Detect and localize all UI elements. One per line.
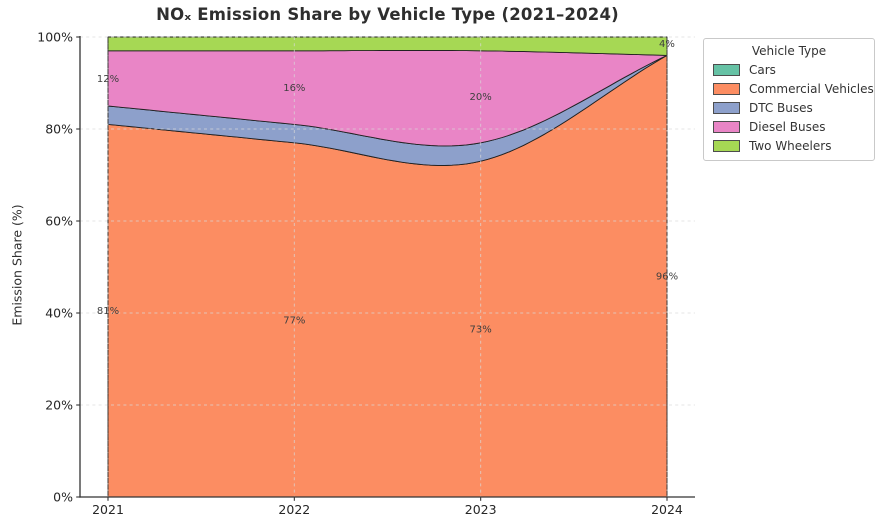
y-tick-label: 0% bbox=[53, 489, 73, 504]
y-tick-label: 60% bbox=[45, 213, 73, 228]
data-label: 81% bbox=[97, 306, 119, 317]
area-two-wheelers bbox=[107, 36, 668, 56]
legend-item-commercial-vehicles: Commercial Vehicles bbox=[713, 82, 874, 96]
x-tick-label: 2024 bbox=[651, 502, 683, 517]
legend-item-diesel-buses: Diesel Buses bbox=[713, 120, 865, 134]
legend-label: Two Wheelers bbox=[749, 139, 832, 153]
legend-swatch bbox=[713, 83, 740, 95]
legend-title: Vehicle Type bbox=[751, 44, 827, 58]
data-labels: 81% 12% 77% 16% 73% 20% 96% 4% bbox=[97, 39, 678, 336]
legend-label: DTC Buses bbox=[749, 101, 813, 115]
legend-label: Cars bbox=[749, 63, 776, 77]
axes-spines bbox=[79, 36, 695, 498]
y-axis-label: Emission Share (%) bbox=[9, 204, 25, 326]
legend-swatch bbox=[713, 121, 740, 133]
legend-items: Cars Commercial Vehicles DTC Buses Diesel B… bbox=[713, 63, 874, 153]
y-tick-label: 20% bbox=[45, 397, 73, 412]
area-bands bbox=[107, 36, 668, 498]
data-label: 77% bbox=[283, 315, 305, 326]
reference-lines bbox=[107, 37, 668, 497]
legend-item-cars: Cars bbox=[713, 63, 865, 77]
legend-swatch bbox=[713, 64, 740, 76]
y-tick-label: 100% bbox=[37, 29, 73, 44]
chart-title: NOₓ Emission Share by Vehicle Type (2021… bbox=[156, 5, 619, 24]
y-tick-label: 40% bbox=[45, 305, 73, 320]
tick-labels: 0% 20% 40% 60% 80% 100% 2021 2022 2023 2024 bbox=[37, 29, 683, 517]
data-label: 12% bbox=[97, 74, 119, 85]
x-tick-label: 2022 bbox=[278, 502, 310, 517]
x-tick-label: 2023 bbox=[465, 502, 497, 517]
legend-swatch bbox=[713, 140, 740, 152]
legend: Vehicle Type Cars Commercial Vehicles DTC … bbox=[703, 38, 875, 161]
legend-label: Commercial Vehicles bbox=[749, 82, 874, 96]
data-label: 20% bbox=[470, 92, 492, 103]
y-tick-label: 80% bbox=[45, 121, 73, 136]
data-label: 73% bbox=[470, 325, 492, 336]
legend-swatch bbox=[713, 102, 740, 114]
legend-label: Diesel Buses bbox=[749, 120, 826, 134]
data-label: 96% bbox=[656, 272, 678, 283]
x-tick-label: 2021 bbox=[92, 502, 124, 517]
legend-item-two-wheelers: Two Wheelers bbox=[713, 139, 865, 153]
tick-marks bbox=[76, 36, 668, 501]
data-label: 16% bbox=[283, 83, 305, 94]
legend-item-dtc-buses: DTC Buses bbox=[713, 101, 865, 115]
data-label: 4% bbox=[659, 39, 675, 50]
